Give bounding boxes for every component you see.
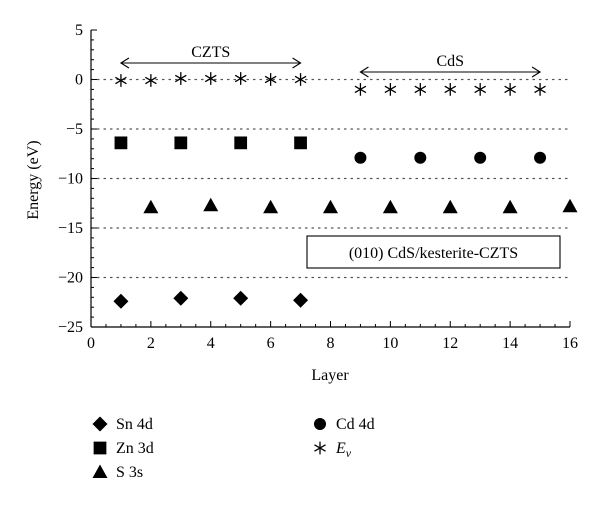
point-s-3s <box>442 199 458 214</box>
y-tick-label: 5 <box>75 22 83 39</box>
x-tick-label: 8 <box>327 335 335 352</box>
x-tick-label: 2 <box>147 335 155 352</box>
point-e <box>354 83 367 96</box>
legend-marker-s-3s <box>92 464 108 478</box>
legend-label-e: Ev <box>335 440 352 460</box>
legend-item-s-3s: S 3s <box>92 464 143 481</box>
point-e <box>264 73 277 86</box>
y-tick-label: −5 <box>66 121 83 138</box>
grid-layer <box>90 78 571 279</box>
axes-layer: 50−5−10−15−20−250 2 4 6 8 10 12 14 16 <box>58 22 578 352</box>
point-zn-3d <box>294 136 307 150</box>
point-s-3s <box>263 199 279 214</box>
point-cd-4d <box>534 151 547 164</box>
x-tick-label: 12 <box>442 335 458 352</box>
point-s-3s <box>382 199 398 214</box>
y-tick-label: −25 <box>58 319 83 336</box>
x-tick-label: 0 <box>87 335 95 352</box>
point-sn-4d <box>173 290 189 306</box>
legend-label-cd-4d: Cd 4d <box>336 416 375 433</box>
point-zn-3d <box>234 136 248 150</box>
point-e <box>115 74 127 87</box>
legend-label-sn-4d: Sn 4d <box>116 416 153 433</box>
y-tick-label: −10 <box>58 171 83 188</box>
series-zn-3d <box>114 136 307 150</box>
x-axis-title: Layer <box>311 367 349 384</box>
point-sn-4d <box>233 290 249 306</box>
y-tick-label: −20 <box>58 270 83 287</box>
point-sn-4d <box>113 293 129 309</box>
info-box-label: (010) CdS/kesterite-CZTS <box>349 245 518 262</box>
point-e <box>204 72 217 85</box>
x-tick-label: 6 <box>267 335 275 352</box>
annotation-layer: CZTS CdS (010) CdS/kesterite-CZTS <box>119 44 561 269</box>
point-e <box>384 83 397 96</box>
point-cd-4d <box>414 151 427 164</box>
legend-item-zn-3d: Zn 3d <box>93 440 154 457</box>
point-s-3s <box>323 199 338 214</box>
arrowhead-left <box>359 66 369 78</box>
y-axis-title: Energy (eV) <box>25 140 42 219</box>
legend-label-zn-3d: Zn 3d <box>116 440 154 457</box>
point-e <box>474 83 487 96</box>
cds-region-annotation: CdS <box>359 53 542 78</box>
marks-layer <box>113 72 578 309</box>
point-e <box>504 83 516 96</box>
legend-item-e: Ev <box>314 440 352 460</box>
region-label: CZTS <box>191 44 230 61</box>
legend-label-s-3s: S 3s <box>116 464 143 481</box>
point-s-3s <box>562 198 578 213</box>
series-e <box>115 72 546 96</box>
y-tick-label: 0 <box>75 72 83 89</box>
arrowhead-right <box>292 57 302 69</box>
point-cd-4d <box>354 151 367 164</box>
point-zn-3d <box>174 136 188 150</box>
y-tick-label: −15 <box>58 220 83 237</box>
series-cd-4d <box>354 151 547 164</box>
point-s-3s <box>502 199 518 214</box>
point-sn-4d <box>293 292 309 308</box>
point-e <box>414 83 427 96</box>
point-e <box>145 74 157 87</box>
point-zn-3d <box>114 136 128 150</box>
x-tick-label: 16 <box>562 335 578 352</box>
legend-marker-cd-4d <box>314 418 326 430</box>
point-e <box>444 83 457 96</box>
point-e <box>174 72 187 85</box>
x-tick-label: 4 <box>207 335 215 352</box>
czts-region-annotation: CZTS <box>119 44 302 69</box>
point-e <box>534 83 546 96</box>
legend-item-cd-4d: Cd 4d <box>314 416 375 433</box>
info-box <box>306 235 561 269</box>
legend-marker-sn-4d <box>92 416 108 432</box>
legend-marker-zn-3d <box>93 441 107 455</box>
point-e <box>294 73 307 86</box>
point-s-3s <box>203 197 219 212</box>
legend-layer: Sn 4d Zn 3d S 3s Cd 4d Ev <box>92 416 375 481</box>
legend-marker-e <box>314 441 326 455</box>
point-e <box>234 72 247 85</box>
x-tick-label: 14 <box>502 335 518 352</box>
region-label: CdS <box>436 53 464 70</box>
point-cd-4d <box>474 151 487 164</box>
point-s-3s <box>143 199 159 214</box>
series-s-3s <box>143 197 578 214</box>
arrowhead-left <box>119 57 130 69</box>
arrowhead-right <box>531 66 542 78</box>
x-tick-label: 10 <box>382 335 398 352</box>
series-sn-4d <box>113 290 309 309</box>
legend-item-sn-4d: Sn 4d <box>92 416 153 433</box>
